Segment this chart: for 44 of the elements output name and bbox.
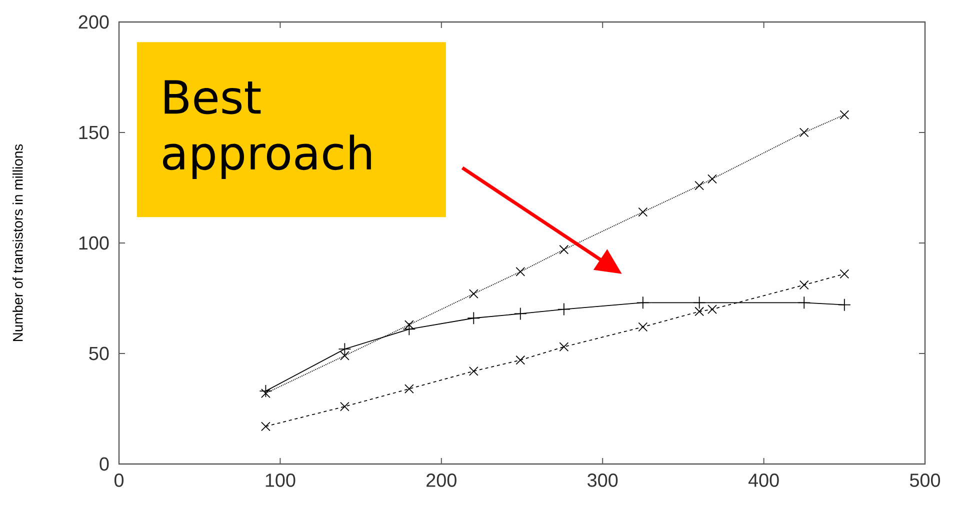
point [799, 280, 809, 290]
point [799, 128, 809, 138]
point [338, 342, 352, 356]
point [559, 244, 569, 254]
point [694, 180, 704, 190]
x-tick-label: 200 [426, 474, 456, 487]
point [261, 422, 270, 432]
point [514, 307, 527, 320]
point [467, 312, 480, 325]
x-tick-label: 500 [910, 474, 940, 487]
point [402, 322, 416, 336]
point [636, 296, 650, 310]
point [340, 351, 350, 360]
point [404, 384, 414, 394]
point [516, 267, 526, 276]
point [708, 304, 717, 314]
y-axis-title: Number of transistors in millions [12, 144, 23, 342]
y-tick-label: 0 [100, 457, 109, 471]
x-tick-label: 100 [266, 474, 296, 487]
point [340, 402, 350, 412]
point [638, 322, 648, 332]
point [468, 366, 478, 376]
point [468, 289, 478, 299]
y-tick-label: 100 [79, 236, 109, 250]
y-tick-label: 150 [79, 126, 109, 140]
point [261, 388, 270, 398]
x-tick-label: 400 [748, 474, 779, 487]
point [559, 342, 569, 352]
y-tick-label: 200 [78, 15, 109, 29]
point [708, 174, 717, 184]
point [557, 302, 570, 316]
point [259, 384, 272, 398]
y-tick-label: 50 [89, 346, 109, 360]
point [840, 110, 850, 120]
point [798, 296, 811, 310]
x-tick-label: 300 [588, 474, 618, 487]
point [694, 306, 704, 316]
point [638, 207, 648, 217]
point [838, 298, 851, 312]
point [516, 355, 526, 365]
annotation: Best approach [163, 80, 371, 179]
x-tick-label: 0 [114, 474, 124, 487]
point [692, 296, 706, 310]
point [840, 269, 850, 279]
